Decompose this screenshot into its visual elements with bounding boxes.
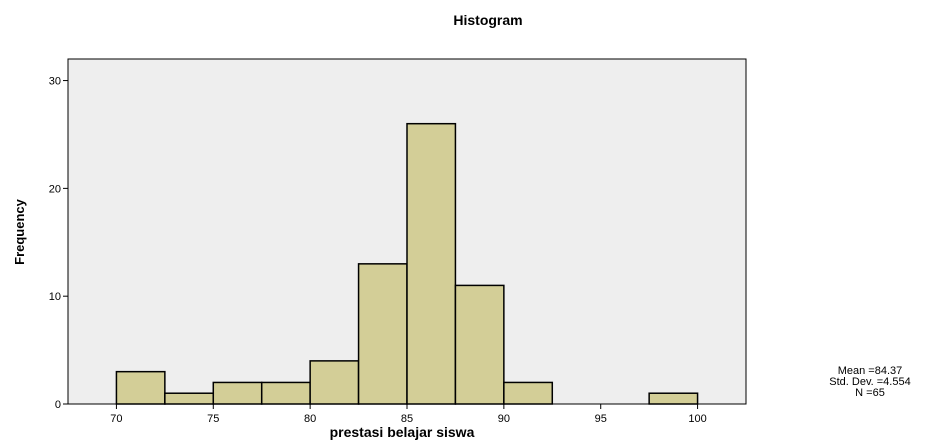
x-tick-label: 70 — [110, 413, 122, 425]
histogram-bar — [503, 381, 554, 405]
histogram-bar — [164, 392, 215, 405]
n-stat: N =65 — [855, 387, 885, 399]
y-tick-label: 10 — [49, 291, 61, 303]
histogram-bar — [454, 284, 505, 405]
std-dev-stat: Std. Dev. =4.554 — [829, 376, 911, 388]
chart-title: Histogram — [453, 12, 522, 28]
y-axis-label: Frequency — [12, 198, 27, 265]
mean-stat: Mean =84.37 — [837, 365, 903, 377]
histogram-bar — [357, 263, 408, 405]
summary-statistics: Mean =84.37 Std. Dev. =4.554 N =65 — [805, 366, 935, 399]
bars-group — [115, 122, 699, 405]
histogram-bar — [648, 392, 699, 405]
x-tick-label: 80 — [304, 413, 316, 425]
x-axis: 70 75 80 85 90 95 100 — [110, 404, 707, 425]
x-tick-label: 85 — [401, 413, 413, 425]
y-tick-label: 30 — [49, 76, 61, 88]
histogram-bar — [212, 381, 263, 405]
y-tick-label: 0 — [55, 399, 61, 411]
y-tick-label: 20 — [49, 183, 61, 195]
histogram-bar — [115, 370, 166, 405]
x-axis-label: prestasi belajar siswa — [330, 424, 475, 440]
x-tick-label: 75 — [207, 413, 219, 425]
x-tick-label: 100 — [688, 413, 706, 425]
y-axis: 0 10 20 30 — [49, 76, 68, 411]
histogram-bar — [309, 360, 360, 405]
histogram-bar — [406, 122, 457, 405]
histogram-bar — [260, 381, 311, 405]
x-tick-label: 90 — [498, 413, 510, 425]
x-tick-label: 95 — [595, 413, 607, 425]
